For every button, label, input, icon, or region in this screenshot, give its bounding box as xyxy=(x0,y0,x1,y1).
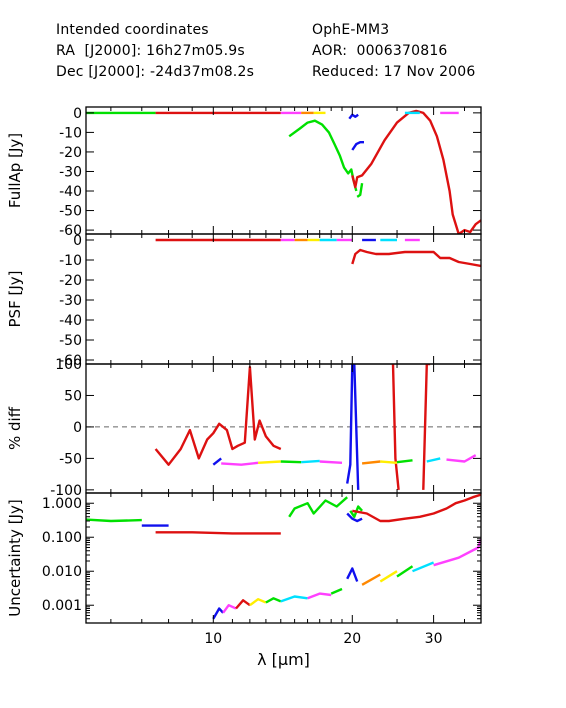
header-dec: Dec [J2000]: -24d37m08.2s xyxy=(56,64,255,80)
pctdiff-frame xyxy=(85,363,482,494)
psf-ytick-label-4: -40 xyxy=(59,313,82,329)
uncertainty-xtick-label-1: 20 xyxy=(343,631,361,647)
pctdiff-ytick-label-3: -50 xyxy=(59,451,82,467)
pctdiff-series-12 xyxy=(396,459,413,464)
fullap-series-6 xyxy=(351,140,364,151)
uncertainty-xlabel: λ [μm] xyxy=(257,650,310,669)
uncertainty-series-20 xyxy=(433,538,481,567)
pctdiff-ytick-label-0: 100 xyxy=(55,357,82,373)
pctdiff-series-14 xyxy=(446,454,477,463)
fullap-ylabel: FullAp [Jy] xyxy=(6,133,24,208)
pctdiff-series-1 xyxy=(212,457,222,466)
psf-series-9 xyxy=(351,248,481,268)
uncertainty-series-10 xyxy=(249,598,267,607)
uncertainty-frame xyxy=(85,492,482,624)
psf-ytick-label-0: 0 xyxy=(73,233,82,249)
psf-ytick-label-3: -30 xyxy=(59,293,82,309)
uncertainty-xtick-label-2: 30 xyxy=(425,631,443,647)
fullap-ytick-label-6: -60 xyxy=(59,223,82,239)
pctdiff-series-7 xyxy=(346,364,360,490)
pctdiff-series-0 xyxy=(154,365,282,466)
psf-frame xyxy=(85,233,482,365)
pctdiff-ytick-label-2: 0 xyxy=(73,420,82,436)
header-reduced-date: Reduced: 17 Nov 2006 xyxy=(312,64,476,80)
pctdiff-series-10 xyxy=(361,460,381,465)
psf-ytick-label-5: -50 xyxy=(59,333,82,349)
pctdiff-series-4 xyxy=(280,460,302,464)
pctdiff-ytick-label-1: 50 xyxy=(64,388,82,404)
uncertainty-series-19 xyxy=(412,561,435,573)
fullap-ytick-label-2: -20 xyxy=(59,145,82,161)
uncertainty-ytick-label-0: 1.000 xyxy=(42,496,82,512)
fullap-series-7 xyxy=(351,109,481,234)
uncertainty-series-3 xyxy=(288,496,348,518)
fullap-ytick-label-5: -50 xyxy=(59,204,82,220)
fullap-ytick-label-1: -10 xyxy=(59,125,82,141)
uncertainty-series-0 xyxy=(86,518,142,523)
pctdiff-series-11 xyxy=(380,460,398,464)
uncertainty-series-8 xyxy=(222,604,237,614)
pctdiff-series-6 xyxy=(319,460,343,464)
psf-ytick-label-1: -10 xyxy=(59,253,82,269)
fullap-frame xyxy=(85,106,482,235)
psf-ytick-label-2: -20 xyxy=(59,273,82,289)
uncertainty-series-9 xyxy=(235,599,251,610)
uncertainty-series-16 xyxy=(361,573,381,586)
psf-ytick-label-6: -60 xyxy=(59,353,82,369)
uncertainty-series-14 xyxy=(330,587,343,595)
fullap-ytick-label-3: -30 xyxy=(59,164,82,180)
fullap-series-4 xyxy=(356,183,364,198)
uncertainty-series-17 xyxy=(379,570,398,583)
psf-ylabel: PSF [Jy] xyxy=(6,271,24,328)
fullap-series-3 xyxy=(288,119,358,192)
pctdiff-series-13 xyxy=(426,457,441,463)
pctdiff-ytick-label-4: -100 xyxy=(50,483,82,499)
uncertainty-series-5 xyxy=(346,512,363,523)
uncertainty-series-2 xyxy=(155,531,281,535)
uncertainty-series-18 xyxy=(396,565,414,578)
header-aor: AOR: 0006370816 xyxy=(312,43,448,59)
pctdiff-ylabel: % diff xyxy=(6,406,24,450)
uncertainty-series-6 xyxy=(352,493,481,523)
pctdiff-series-5 xyxy=(301,459,320,464)
uncertainty-ytick-label-3: 0.001 xyxy=(42,598,82,614)
uncertainty-ylabel: Uncertainty [Jy] xyxy=(6,499,24,616)
pctdiff-series-9 xyxy=(422,364,431,490)
fullap-series-5 xyxy=(348,113,359,120)
uncertainty-ytick-label-1: 0.100 xyxy=(42,530,82,546)
uncertainty-series-13 xyxy=(307,592,332,600)
uncertainty-ytick-label-2: 0.010 xyxy=(42,564,82,580)
uncertainty-series-15 xyxy=(346,567,359,582)
header-target-label: Intended coordinates xyxy=(56,22,209,38)
header-object-name: OphE-MM3 xyxy=(312,22,390,38)
fullap-ytick-label-0: 0 xyxy=(73,106,82,122)
fullap-ytick-label-4: -40 xyxy=(59,184,82,200)
uncertainty-series-12 xyxy=(280,595,308,603)
uncertainty-xtick-label-0: 10 xyxy=(204,631,222,647)
uncertainty-series-7 xyxy=(212,607,224,620)
pctdiff-series-8 xyxy=(391,364,400,491)
uncertainty-series-11 xyxy=(265,597,282,604)
pctdiff-series-2 xyxy=(221,461,259,466)
header-ra: RA [J2000]: 16h27m05.9s xyxy=(56,43,245,59)
pctdiff-series-3 xyxy=(258,460,281,464)
